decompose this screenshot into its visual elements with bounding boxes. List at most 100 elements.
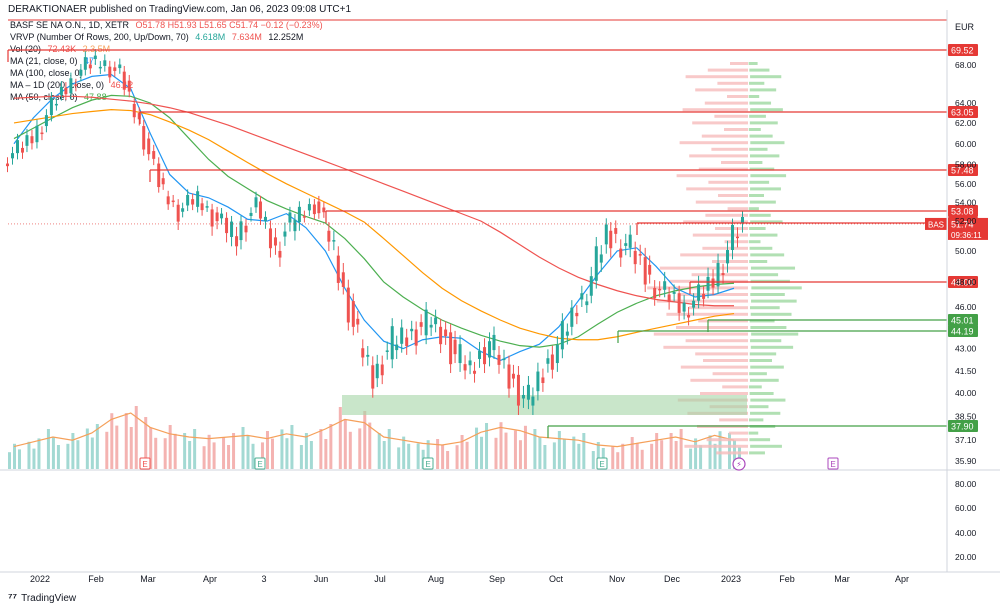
vrvp-total: 12.252M <box>268 32 304 42</box>
volume-bar <box>562 438 566 469</box>
candle-body <box>122 71 126 90</box>
price-tick: 58.00 <box>955 160 977 170</box>
time-tick: Mar <box>834 574 850 584</box>
candle-body <box>366 354 370 357</box>
legend-vrvp[interactable]: VRVP (Number Of Rows, 200, Up/Down, 70) … <box>10 32 303 42</box>
volume-bar <box>85 428 89 469</box>
volume-profile-up <box>750 293 785 296</box>
time-tick: Sep <box>489 574 505 584</box>
candle-body <box>6 163 9 167</box>
volume-bar <box>260 442 264 469</box>
volume-bar <box>232 433 236 469</box>
candle-body <box>40 132 44 135</box>
candle-body <box>59 86 63 95</box>
candle-body <box>297 206 301 223</box>
volume-bar <box>543 445 547 469</box>
level-label: 57.48 <box>951 166 974 176</box>
candle-body <box>35 125 39 143</box>
candle-body <box>546 358 550 364</box>
volume-profile-up <box>750 266 796 270</box>
candle-body <box>609 230 613 249</box>
candle-body <box>288 212 292 223</box>
candle-body <box>585 301 589 306</box>
volume-profile-down <box>730 62 748 65</box>
price-tick: 52.00 <box>955 216 977 226</box>
volume-profile-up <box>750 444 782 448</box>
legend-vol[interactable]: Vol (20) 72.43K 2.3.5M <box>10 44 110 54</box>
legend-ma100[interactable]: MA (100, close, 0) <box>10 68 83 78</box>
current-price-value: 51.74 <box>951 219 974 229</box>
candle-body <box>560 321 564 350</box>
volume-bar <box>343 419 347 469</box>
volume-profile-up <box>749 167 775 171</box>
volume-bar <box>299 445 303 469</box>
volume-tick: 80.00 <box>955 479 977 489</box>
volume-bar <box>669 433 673 469</box>
candle-body <box>716 262 720 287</box>
candle-body <box>638 254 642 256</box>
volume-profile-down <box>727 207 748 211</box>
ma200-label: MA – 1D (200, close, 0) <box>10 80 105 90</box>
volume-profile-up <box>750 75 782 79</box>
candle-body <box>54 103 58 106</box>
volume-bar <box>518 440 522 469</box>
level-tag <box>948 44 978 56</box>
volume-profile-down <box>684 444 748 448</box>
candle-body <box>511 373 515 379</box>
ma200-value: 46.12 <box>110 80 134 90</box>
volume-bar <box>446 451 450 469</box>
candle-body <box>30 136 34 144</box>
legend-ma200[interactable]: MA – 1D (200, close, 0) 46.12 <box>10 80 133 90</box>
volume-profile-up <box>749 134 773 138</box>
volume-bar <box>436 439 440 469</box>
volume-profile-up <box>748 431 759 435</box>
volume-bar <box>348 431 352 469</box>
level-tag <box>948 276 978 288</box>
time-tick: 2023 <box>721 574 741 584</box>
candle-body <box>127 80 131 92</box>
ma-line-2 <box>13 109 735 341</box>
candle-body <box>249 212 253 216</box>
volume-profile-down <box>690 378 748 382</box>
candle-body <box>653 287 657 299</box>
volume-bar <box>699 445 703 469</box>
candle-body <box>356 318 360 325</box>
volume-profile-down <box>691 273 748 277</box>
volume-bar <box>46 429 50 469</box>
earnings-marker-label: E <box>257 460 262 469</box>
price-tick: 40.00 <box>955 388 977 398</box>
level-label: 63.05 <box>951 108 974 118</box>
price-tick: 41.50 <box>955 366 977 376</box>
candle-body <box>531 396 535 406</box>
time-tick: Apr <box>203 574 217 584</box>
candle-body <box>439 326 443 345</box>
volume-profile-down <box>695 352 748 356</box>
dividend-marker-icon <box>732 457 746 471</box>
volume-bar <box>728 433 731 469</box>
candle-body <box>434 317 438 325</box>
tradingview-brand[interactable]: ⁷⁷ TradingView <box>8 592 76 604</box>
volume-profile-down <box>724 240 748 244</box>
candle-body <box>410 328 414 332</box>
legend-symbol[interactable]: BASF SE NA O.N., 1D, XETR O51.78 H51.93 … <box>10 20 323 30</box>
volume-profile-up <box>748 95 760 98</box>
earnings-marker-label: E <box>142 460 147 469</box>
candle-body <box>239 221 243 241</box>
candle-body <box>488 341 492 358</box>
candle-body <box>142 126 146 150</box>
candle-body <box>263 216 267 221</box>
volume-profile-down <box>679 141 748 145</box>
volume-bar <box>51 437 55 469</box>
volume-bar <box>577 443 581 469</box>
volume-bar <box>552 442 556 469</box>
tradingview-logo-icon: ⁷⁷ <box>8 592 18 604</box>
candle-body <box>93 55 97 60</box>
candle-body <box>171 200 175 203</box>
volume-bar <box>309 441 313 469</box>
candle-body <box>341 272 345 287</box>
candle-body <box>658 288 662 291</box>
ma50-value: 47.88 <box>84 92 107 102</box>
volume-bar <box>513 430 517 469</box>
time-tick: Feb <box>779 574 795 584</box>
